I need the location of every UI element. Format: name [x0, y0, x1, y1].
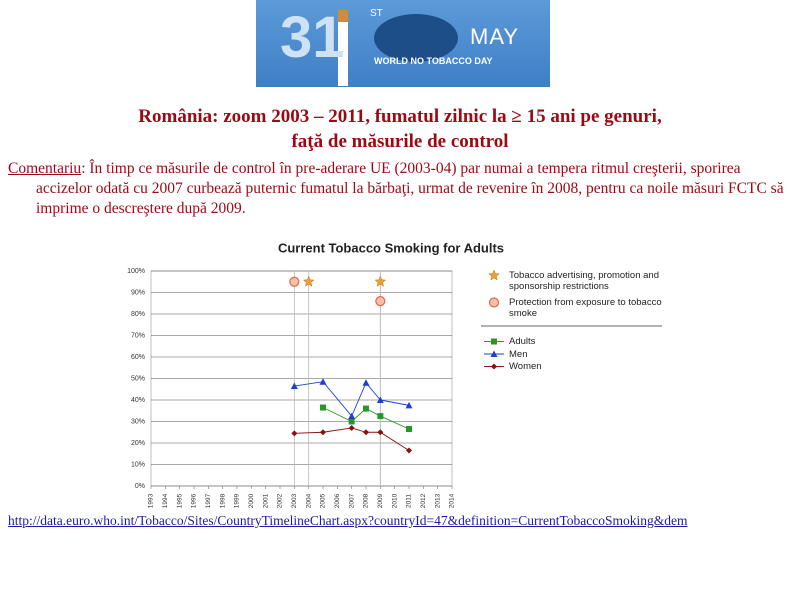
title: faţă de măsurile de control — [291, 131, 509, 152]
series-line — [294, 427, 410, 451]
x-tick-label: 2013 — [434, 493, 441, 508]
marker — [406, 447, 412, 454]
x-tick-label: 1999 — [234, 493, 241, 508]
marker — [348, 412, 356, 420]
legend-marker — [490, 350, 498, 357]
x-tick-label: 2012 — [420, 493, 427, 508]
y-tick-label: 10% — [131, 461, 145, 468]
x-tick-label: 2008 — [363, 493, 370, 508]
logo: 31 ST MAY WORLD NO TOBACCO DAY — [256, 0, 550, 87]
marker — [348, 424, 355, 431]
x-tick-label: 2009 — [377, 493, 384, 508]
y-tick-label: 100% — [127, 268, 145, 275]
legend-marker — [491, 338, 497, 345]
legend-item: Adults — [481, 336, 679, 347]
series-line — [294, 381, 410, 417]
y-tick-label: 40% — [131, 397, 145, 404]
legend-label: Men — [509, 348, 528, 360]
legend-marker — [488, 297, 500, 308]
marker — [363, 405, 369, 412]
y-tick-label: 20% — [131, 440, 145, 447]
marker — [320, 404, 326, 411]
marker — [290, 382, 298, 390]
logo-month: MAY — [470, 24, 520, 49]
comment-text: : În timp ce măsurile de control în pre-… — [36, 160, 784, 217]
x-tick-label: 2003 — [291, 493, 298, 508]
marker — [405, 401, 413, 409]
cigarette — [338, 10, 348, 86]
marker — [348, 418, 355, 425]
event-marker — [302, 275, 315, 287]
x-tick-label: 2005 — [320, 493, 327, 508]
marker — [376, 396, 384, 403]
comment-label: Comentariu — [8, 160, 82, 177]
legend-item: Men — [481, 349, 679, 360]
y-tick-label: 70% — [131, 332, 145, 339]
legend-marker — [491, 363, 497, 370]
x-tick-label: 1993 — [148, 493, 155, 508]
y-tick-label: 80% — [131, 311, 145, 318]
y-tick-label: 0% — [135, 483, 145, 490]
marker — [319, 378, 327, 385]
x-tick-label: 2007 — [348, 493, 355, 508]
marker — [406, 426, 412, 433]
x-tick-label: 2011 — [406, 494, 413, 508]
x-tick-label: 2004 — [305, 493, 312, 508]
event-marker — [375, 295, 386, 307]
y-tick-label: 30% — [131, 418, 145, 425]
legend-label: Tobacco advertising, promotion and spons… — [509, 270, 659, 292]
marker — [362, 379, 370, 386]
marker — [377, 429, 384, 436]
event-marker — [289, 276, 300, 287]
logo-number: 31 — [280, 5, 345, 70]
y-tick-label: 90% — [131, 289, 145, 296]
x-tick-label: 2006 — [334, 493, 341, 508]
source-link[interactable]: http://data.euro.who.int/Tobacco/Sites/C… — [8, 513, 688, 528]
x-tick-label: 2002 — [277, 493, 284, 508]
legend-label: Protection from exposure to tobacco smok… — [509, 297, 662, 319]
legend-label: Adults — [509, 336, 536, 347]
legend-marker — [488, 269, 500, 281]
x-tick-label: 2000 — [248, 493, 255, 508]
chart: Current Tobacco Smoking for Adults 0% 10%… — [127, 240, 662, 508]
marker — [377, 413, 384, 420]
legend-item: Protection from exposure to tobacco smok… — [481, 297, 679, 319]
legend-item: Tobacco advertising, promotion and spons… — [481, 270, 679, 292]
x-tick-label: 1998 — [219, 493, 226, 508]
title: România: zoom 2003 – 2011, fumatul zilni… — [138, 106, 662, 127]
x-tick-label: 1997 — [205, 493, 212, 508]
legend-label: Women — [509, 361, 542, 372]
legend-item: Women — [481, 361, 679, 372]
globe — [374, 14, 458, 62]
x-tick-label: 2001 — [262, 493, 269, 508]
x-tick-label: 1994 — [162, 493, 169, 508]
event-marker — [374, 275, 387, 287]
x-tick-label: 1996 — [191, 493, 198, 508]
comment: Comentariu: În timp ce măsurile de contr… — [8, 159, 793, 219]
chart-title: Current Tobacco Smoking for Adults — [278, 240, 504, 255]
marker — [363, 429, 369, 436]
logo-caption: WORLD NO TOBACCO DAY — [374, 56, 493, 66]
marker — [291, 430, 298, 437]
x-tick-label: 2010 — [391, 493, 398, 508]
y-tick-label: 50% — [131, 375, 145, 382]
x-tick-label: 2014 — [449, 493, 456, 508]
marker — [320, 429, 326, 436]
x-tick-label: 1995 — [176, 493, 183, 508]
logo-suffix: ST — [370, 8, 383, 19]
y-tick-label: 60% — [131, 354, 145, 361]
